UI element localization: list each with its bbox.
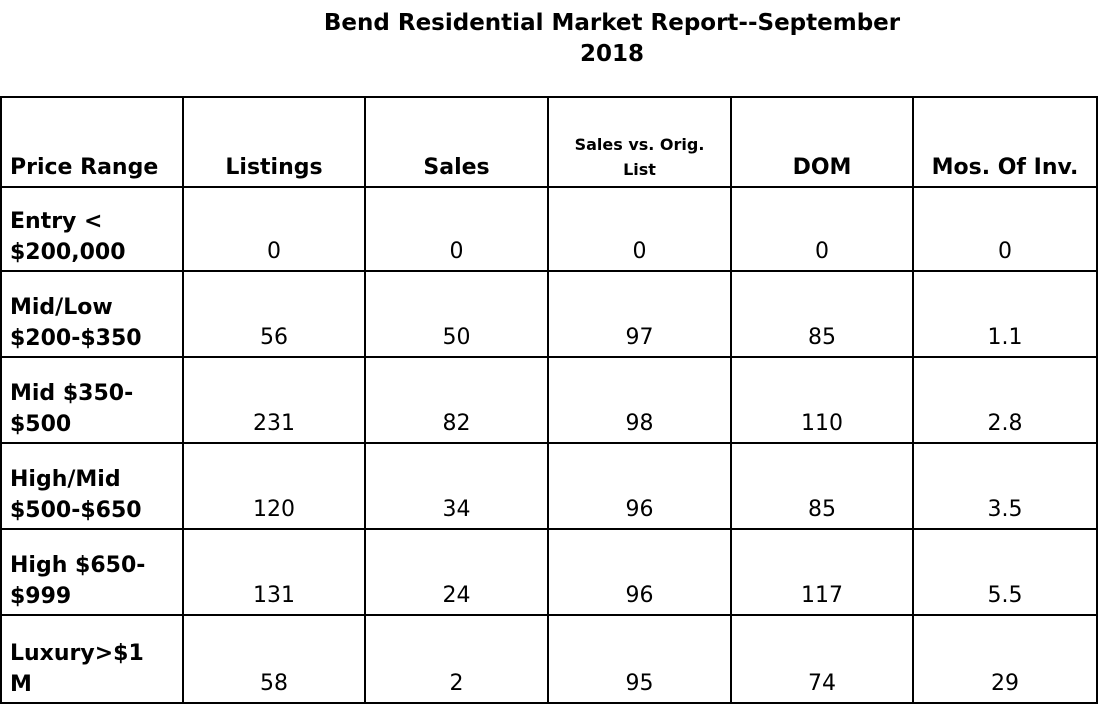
price-range-line1: Luxury>$1 [10,641,144,666]
table-row: Mid/Low $200-$350 56 50 97 85 1.1 [0,270,1098,358]
price-range-cell: Entry < $200,000 [0,186,184,272]
price-range-line1: High/Mid [10,467,121,492]
sales-cell: 2 [364,614,549,704]
header-sales: Sales [364,96,549,188]
header-listings: Listings [182,96,366,188]
price-range-line2: $500 [10,412,72,437]
price-range-line1: Entry < [10,209,103,234]
listings-cell: 131 [182,528,366,616]
listings-cell: 56 [182,270,366,358]
sales-vs-orig-list-cell: 95 [547,614,732,704]
mos-of-inv-cell: 0 [912,186,1098,272]
header-sales-vs-orig-list: Sales vs. Orig. List [547,96,732,188]
report-title: Bend Residential Market Report--Septembe… [0,8,1098,70]
report-title-line2: 2018 [579,41,644,67]
report-title-line1: Bend Residential Market Report--Septembe… [323,10,901,36]
price-range-cell: High/Mid $500-$650 [0,442,184,530]
price-range-line2: $200-$350 [10,326,142,351]
sales-vs-orig-list-cell: 97 [547,270,732,358]
price-range-cell: Luxury>$1 M [0,614,184,704]
price-range-line1: High $650- [10,553,146,578]
table-row: High/Mid $500-$650 120 34 96 85 3.5 [0,442,1098,530]
market-report-table: Price Range Listings Sales Sales vs. Ori… [0,96,1098,704]
header-sales-vs-orig-list-line1: Sales vs. Orig. [574,135,705,154]
sales-vs-orig-list-cell: 0 [547,186,732,272]
mos-of-inv-cell: 5.5 [912,528,1098,616]
sales-vs-orig-list-cell: 98 [547,356,732,444]
mos-of-inv-cell: 2.8 [912,356,1098,444]
price-range-line1: Mid/Low [10,295,113,320]
mos-of-inv-cell: 1.1 [912,270,1098,358]
price-range-cell: High $650- $999 [0,528,184,616]
sales-vs-orig-list-cell: 96 [547,442,732,530]
dom-cell: 85 [730,270,914,358]
listings-cell: 0 [182,186,366,272]
price-range-line1: Mid $350- [10,381,134,406]
header-mos-of-inv: Mos. Of Inv. [912,96,1098,188]
sales-cell: 24 [364,528,549,616]
table-row: Mid $350- $500 231 82 98 110 2.8 [0,356,1098,444]
price-range-cell: Mid $350- $500 [0,356,184,444]
listings-cell: 231 [182,356,366,444]
header-price-range: Price Range [0,96,184,188]
listings-cell: 120 [182,442,366,530]
mos-of-inv-cell: 29 [912,614,1098,704]
dom-cell: 117 [730,528,914,616]
header-dom: DOM [730,96,914,188]
price-range-line2: $500-$650 [10,498,142,523]
price-range-cell: Mid/Low $200-$350 [0,270,184,358]
listings-cell: 58 [182,614,366,704]
dom-cell: 110 [730,356,914,444]
sales-cell: 34 [364,442,549,530]
dom-cell: 0 [730,186,914,272]
table-row: Luxury>$1 M 58 2 95 74 29 [0,614,1098,704]
sales-cell: 0 [364,186,549,272]
dom-cell: 85 [730,442,914,530]
mos-of-inv-cell: 3.5 [912,442,1098,530]
sales-cell: 82 [364,356,549,444]
sales-cell: 50 [364,270,549,358]
price-range-line2: $999 [10,584,72,609]
header-sales-vs-orig-list-line2: List [623,160,656,179]
dom-cell: 74 [730,614,914,704]
price-range-line2: M [10,672,32,697]
sales-vs-orig-list-cell: 96 [547,528,732,616]
price-range-line2: $200,000 [10,240,126,265]
table-header-row: Price Range Listings Sales Sales vs. Ori… [0,96,1098,188]
table-row: Entry < $200,000 0 0 0 0 0 [0,186,1098,272]
table-row: High $650- $999 131 24 96 117 5.5 [0,528,1098,616]
